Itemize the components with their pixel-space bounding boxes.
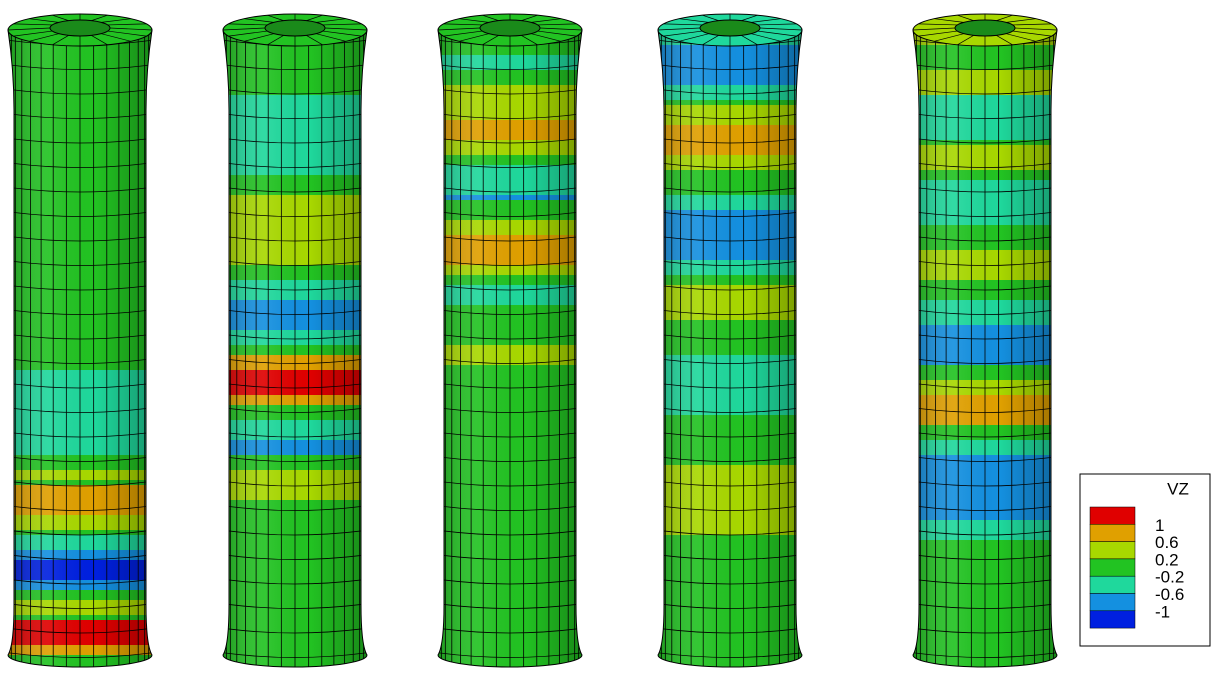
top-hole xyxy=(480,20,540,36)
legend-swatch xyxy=(1090,576,1135,593)
legend-label: -1 xyxy=(1155,602,1170,621)
legend-swatch xyxy=(1090,559,1135,576)
cylinders xyxy=(4,0,1061,675)
cylinder-body xyxy=(4,0,156,675)
legend-title: VZ xyxy=(1167,479,1189,498)
legend-label: -0.6 xyxy=(1155,585,1184,604)
cylinder-body xyxy=(219,0,371,675)
top-hole xyxy=(700,20,760,36)
top-hole xyxy=(265,20,325,36)
legend-label: 0.6 xyxy=(1155,533,1179,552)
cylinder xyxy=(434,0,586,675)
cylinder-body xyxy=(654,0,806,675)
cylinder xyxy=(4,0,156,675)
legend-swatch xyxy=(1090,594,1135,611)
legend-swatch xyxy=(1090,611,1135,628)
page: {"legend": {"title": "VZ", "labels": ["1… xyxy=(0,0,1216,675)
cylinder xyxy=(654,0,806,675)
legend-swatch xyxy=(1090,524,1135,541)
legend-label: 1 xyxy=(1155,516,1164,535)
legend-label: 0.2 xyxy=(1155,550,1179,569)
cylinder-body xyxy=(909,0,1061,675)
cylinder xyxy=(909,0,1061,675)
legend: VZ 10.60.2-0.2-0.6-1 xyxy=(1080,474,1210,646)
legend-label: -0.2 xyxy=(1155,568,1184,587)
top-hole xyxy=(955,20,1015,36)
legend-swatch xyxy=(1090,542,1135,559)
cylinder xyxy=(219,0,371,675)
scene: VZ 10.60.2-0.2-0.6-1 xyxy=(0,0,1216,675)
top-hole xyxy=(50,20,110,36)
legend-swatch xyxy=(1090,507,1135,524)
cylinder-body xyxy=(434,0,586,675)
